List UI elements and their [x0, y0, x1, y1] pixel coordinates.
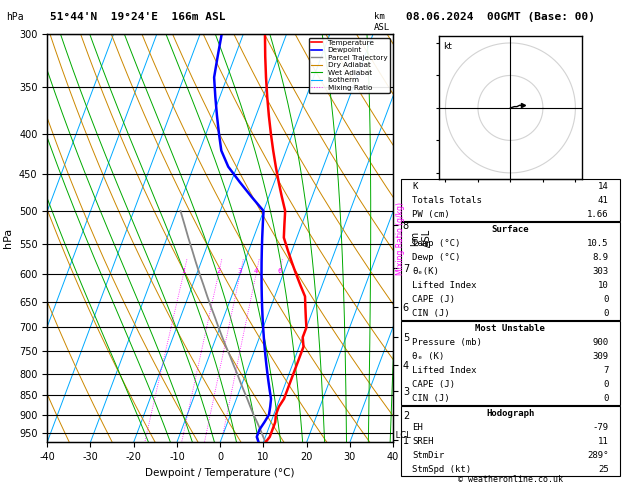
Text: Pressure (mb): Pressure (mb) [412, 338, 482, 347]
Text: 289°: 289° [587, 451, 609, 460]
Text: 4: 4 [254, 268, 259, 274]
Text: 1.66: 1.66 [587, 210, 609, 219]
Text: 10.5: 10.5 [587, 239, 609, 248]
Text: CAPE (J): CAPE (J) [412, 380, 455, 389]
Text: 0: 0 [603, 394, 609, 403]
Text: Surface: Surface [492, 225, 529, 234]
Text: θₑ (K): θₑ (K) [412, 352, 445, 361]
Text: kt: kt [443, 42, 452, 51]
Text: 10: 10 [598, 281, 609, 290]
Text: Hodograph: Hodograph [486, 409, 535, 418]
Text: LCL: LCL [393, 431, 411, 440]
Text: 0: 0 [603, 295, 609, 304]
Text: Totals Totals: Totals Totals [412, 196, 482, 205]
Y-axis label: hPa: hPa [3, 228, 13, 248]
Text: StmSpd (kt): StmSpd (kt) [412, 465, 471, 474]
Text: 3: 3 [238, 268, 242, 274]
Text: CAPE (J): CAPE (J) [412, 295, 455, 304]
Text: K: K [412, 182, 418, 191]
Text: 25: 25 [598, 465, 609, 474]
Text: Most Unstable: Most Unstable [476, 324, 545, 333]
Text: Temp (°C): Temp (°C) [412, 239, 460, 248]
Text: 309: 309 [593, 352, 609, 361]
Text: EH: EH [412, 423, 423, 432]
Text: Mixing Ratio (g/kg): Mixing Ratio (g/kg) [396, 202, 405, 275]
Text: 0: 0 [603, 309, 609, 318]
Text: StmDir: StmDir [412, 451, 445, 460]
Text: θₑ(K): θₑ(K) [412, 267, 439, 276]
Text: Lifted Index: Lifted Index [412, 366, 477, 375]
Text: 2: 2 [216, 268, 221, 274]
Text: 51°44'N  19°24'E  166m ASL: 51°44'N 19°24'E 166m ASL [50, 12, 226, 22]
Text: 14: 14 [598, 182, 609, 191]
Text: 08.06.2024  00GMT (Base: 00): 08.06.2024 00GMT (Base: 00) [406, 12, 594, 22]
Text: 1: 1 [181, 268, 186, 274]
Text: © weatheronline.co.uk: © weatheronline.co.uk [458, 474, 563, 484]
Text: km
ASL: km ASL [374, 12, 391, 32]
Text: 11: 11 [598, 437, 609, 446]
Text: 0: 0 [603, 380, 609, 389]
Text: hPa: hPa [6, 12, 24, 22]
Text: 303: 303 [593, 267, 609, 276]
X-axis label: Dewpoint / Temperature (°C): Dewpoint / Temperature (°C) [145, 468, 295, 478]
Text: 8.9: 8.9 [593, 253, 609, 262]
Text: 6: 6 [277, 268, 282, 274]
Text: Dewp (°C): Dewp (°C) [412, 253, 460, 262]
Text: 7: 7 [603, 366, 609, 375]
Text: PW (cm): PW (cm) [412, 210, 450, 219]
Legend: Temperature, Dewpoint, Parcel Trajectory, Dry Adiabat, Wet Adiabat, Isotherm, Mi: Temperature, Dewpoint, Parcel Trajectory… [309, 37, 389, 93]
Text: SREH: SREH [412, 437, 434, 446]
Text: CIN (J): CIN (J) [412, 394, 450, 403]
Text: -79: -79 [593, 423, 609, 432]
Text: 41: 41 [598, 196, 609, 205]
Text: 900: 900 [593, 338, 609, 347]
Y-axis label: km
ASL: km ASL [411, 229, 432, 247]
Text: Lifted Index: Lifted Index [412, 281, 477, 290]
Text: CIN (J): CIN (J) [412, 309, 450, 318]
